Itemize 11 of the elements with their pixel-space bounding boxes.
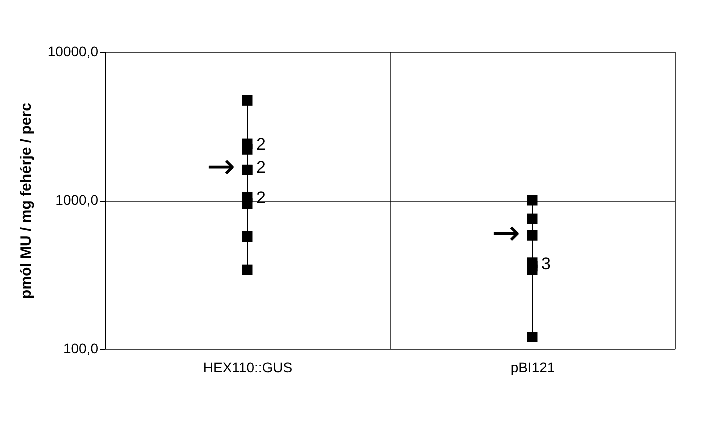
- y-axis-title: pmól MU / mg fehérje / perc: [18, 103, 35, 299]
- annotation: 2: [256, 158, 266, 178]
- x-tick-label: pBI121: [510, 360, 556, 376]
- annotation: 3: [542, 254, 551, 274]
- y-tick-label: 10000,0: [48, 44, 99, 60]
- y-tick-label: 1000,0: [56, 192, 99, 208]
- annotation: →: [492, 214, 520, 254]
- annotation: →: [207, 147, 236, 188]
- y-tick-label: 100,0: [63, 340, 99, 356]
- x-tick-label: HEX110::GUS: [203, 360, 293, 376]
- annotation: 2: [256, 134, 266, 154]
